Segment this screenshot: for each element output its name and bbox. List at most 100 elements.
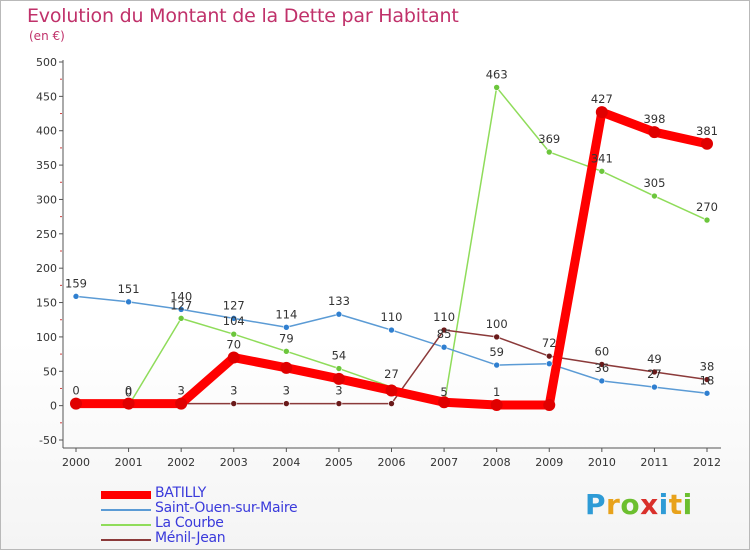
data-label: 59 [489,345,504,359]
data-point [545,352,553,360]
data-point [283,348,290,355]
y-tick-label: 100 [36,331,57,344]
data-point [545,148,553,156]
data-point [335,400,343,407]
logo-letter: r [606,488,621,521]
data-label: 36 [595,361,610,375]
data-label: 49 [647,352,662,366]
data-label: 305 [643,176,665,190]
logo-letter: o [620,488,641,521]
data-point [177,306,185,313]
data-point [703,376,711,383]
data-point [598,377,606,385]
data-label: 110 [433,310,455,324]
data-point [283,323,290,331]
data-label: 27 [647,367,662,381]
y-tick-label: 400 [36,125,57,138]
data-label: 381 [696,124,718,138]
legend-label: BATILLY [155,485,206,501]
data-point [490,398,503,411]
y-tick-label: -50 [39,434,57,447]
data-label: 3 [335,384,342,398]
data-label: 3 [283,384,290,398]
data-point [598,167,606,175]
y-tick-label: 350 [36,159,57,172]
axes [59,60,721,452]
data-label: 3 [230,384,237,398]
y-tick-label: 200 [36,262,57,275]
data-label: 100 [486,317,508,331]
data-label: 140 [170,289,192,303]
data-label: 104 [223,314,245,328]
legend-label: Saint-Ouen-sur-Maire [155,500,298,516]
logo-letter: i [682,488,693,521]
data-label: 38 [700,360,715,374]
data-point [230,315,238,322]
data-point [122,397,135,410]
data-label: 60 [595,344,610,358]
logo-letter: P [585,488,607,521]
y-tick-label: 150 [36,297,57,310]
data-point [388,326,395,334]
y-tick-label: 300 [36,193,57,206]
data-label: 463 [486,67,508,81]
x-tick-label: 2005 [325,456,353,469]
x-tick-label: 2010 [588,456,616,469]
x-tick-label: 2009 [535,456,563,469]
data-label: 110 [381,310,403,324]
series-points [70,84,713,411]
legend-swatch [101,524,151,526]
data-label: 127 [170,298,192,312]
data-point [70,397,82,410]
y-tick-label: 500 [36,56,57,69]
data-point [335,365,343,372]
data-label: 27 [384,367,399,381]
x-tick-label: 2008 [483,456,511,469]
chart-title: Evolution du Montant de la Dette par Hab… [27,5,459,27]
data-label: 127 [223,298,245,312]
x-tick-label: 2011 [640,456,668,469]
data-point [177,315,185,322]
data-label: 341 [591,151,613,165]
data-point [280,361,293,374]
x-tick-label: 2012 [693,456,721,469]
data-point [175,397,188,410]
data-point [72,293,80,300]
x-tick-label: 2002 [167,456,195,469]
logo-letter: x [640,488,659,521]
x-tick-label: 2004 [272,456,300,469]
data-label: 0 [125,386,132,400]
data-point [493,333,500,341]
data-label: 72 [542,336,557,350]
proxiti-logo: Proxiti [585,488,693,521]
y-tick-label: 50 [43,365,57,378]
data-label: 151 [118,282,140,296]
legend-swatch [101,491,151,499]
data-label: 114 [275,307,297,321]
data-point [651,383,658,391]
data-point [335,310,343,318]
data-point [438,396,451,409]
data-label: 85 [437,327,452,341]
data-point [648,126,661,139]
legend-label: Ménil-Jean [155,530,226,546]
series-lines [71,86,712,410]
data-label: 159 [65,276,87,290]
y-tick-label: 250 [36,228,57,241]
data-point [385,384,398,397]
data-label: 0 [72,384,79,398]
data-label: 18 [700,373,715,387]
data-label: 79 [279,331,294,345]
chart-unit: (en €) [29,29,65,43]
data-point [440,326,448,334]
x-tick-label: 2000 [62,456,90,469]
data-point [230,400,238,407]
data-label: 5 [440,385,447,399]
data-point [388,400,395,407]
data-point [703,389,711,397]
data-point [493,84,500,91]
data-label: 70 [226,338,241,352]
legend-swatch [101,509,151,511]
